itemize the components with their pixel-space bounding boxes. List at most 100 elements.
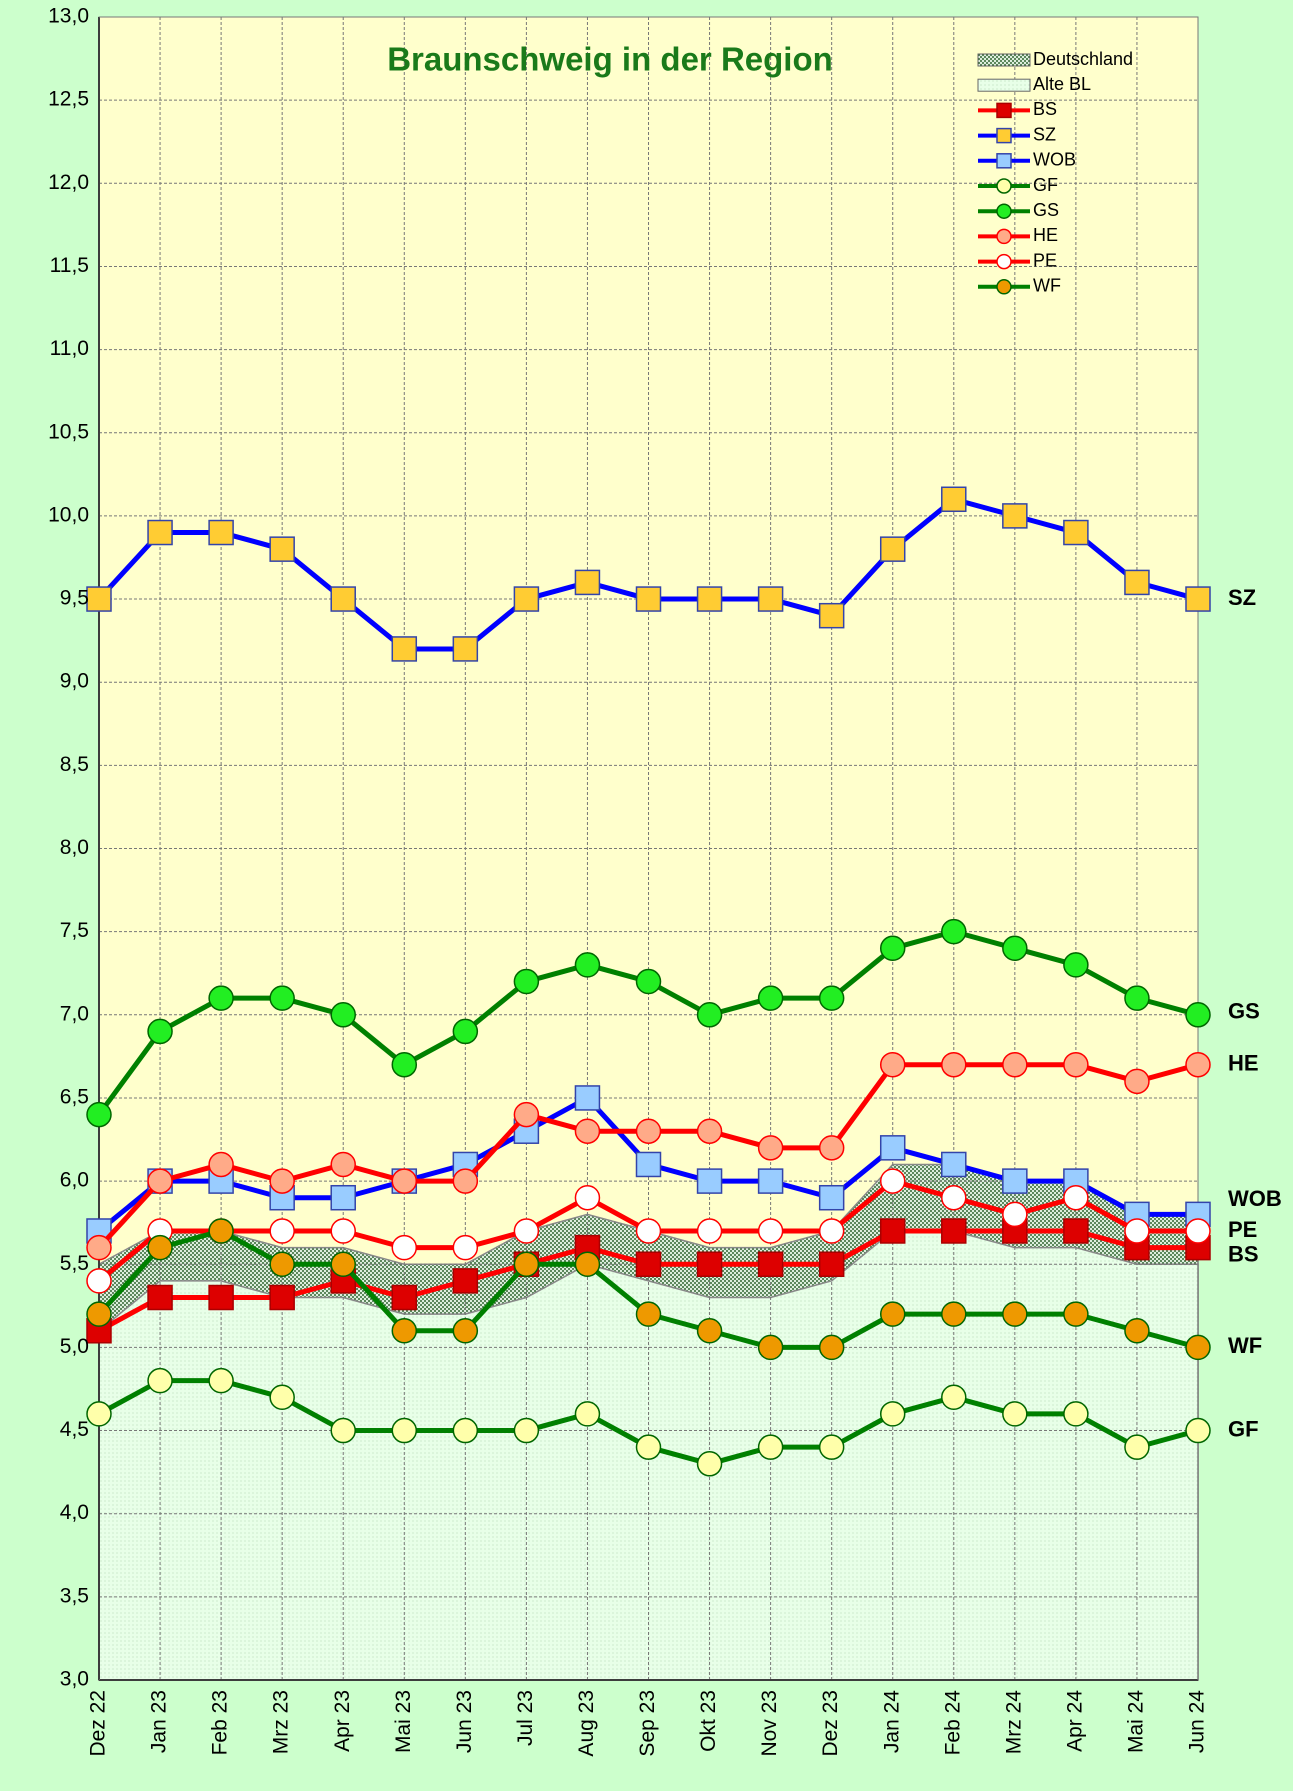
y-tick-label: 4,0 [60, 1501, 89, 1524]
y-tick-label: 10,5 [48, 420, 89, 443]
marker [269, 985, 295, 1011]
legend-label: WF [1033, 276, 1061, 296]
marker [513, 968, 540, 995]
y-tick-label: 12,0 [48, 171, 89, 194]
marker [941, 1051, 967, 1078]
marker [513, 1218, 540, 1244]
marker [1002, 1168, 1028, 1194]
marker [391, 1051, 418, 1078]
marker [330, 1417, 356, 1444]
marker [818, 602, 845, 629]
marker [635, 1434, 662, 1460]
marker [1002, 1401, 1028, 1427]
end-label: SZ [1228, 585, 1256, 610]
marker [147, 519, 173, 546]
y-tick-label: 3,0 [60, 1668, 89, 1691]
marker [996, 127, 1012, 144]
x-tick-label: Okt 23 [697, 1690, 720, 1752]
marker [1063, 1184, 1089, 1211]
marker [941, 1151, 967, 1178]
marker [879, 536, 906, 562]
marker [1124, 1068, 1150, 1095]
marker [574, 952, 601, 978]
marker [208, 519, 234, 546]
legend-label: Deutschland [1033, 49, 1133, 69]
legend-label: GS [1033, 200, 1059, 220]
marker [452, 636, 479, 662]
marker [941, 918, 967, 945]
marker [879, 935, 906, 962]
y-tick-label: 8,0 [60, 836, 89, 859]
marker [818, 1434, 845, 1460]
marker [996, 228, 1012, 245]
end-label: GS [1228, 999, 1260, 1024]
marker [391, 1168, 418, 1194]
marker [996, 102, 1012, 119]
y-tick-label: 5,0 [60, 1335, 89, 1358]
y-tick-label: 7,5 [60, 919, 89, 942]
marker [818, 985, 845, 1011]
marker [330, 1151, 356, 1178]
x-tick-label: Jul 23 [514, 1690, 537, 1746]
marker [208, 985, 234, 1011]
marker [269, 1384, 295, 1411]
marker [996, 153, 1012, 169]
legend-label: SZ [1033, 124, 1056, 144]
marker [1002, 1201, 1028, 1228]
y-tick-label: 9,5 [60, 587, 89, 610]
end-label: WOB [1228, 1186, 1282, 1211]
marker [818, 1334, 845, 1361]
marker [452, 1168, 479, 1194]
marker [147, 1018, 173, 1045]
y-tick-label: 10,0 [48, 503, 89, 526]
marker [1124, 1218, 1150, 1244]
marker [574, 1251, 601, 1277]
marker [696, 1118, 723, 1144]
marker [1124, 569, 1150, 596]
marker [452, 1318, 479, 1344]
legend-label: WOB [1033, 150, 1076, 170]
marker [696, 1318, 723, 1344]
marker [208, 1218, 234, 1244]
marker [635, 968, 662, 995]
marker [1002, 503, 1028, 529]
grid [98, 16, 1199, 1681]
marker [879, 1135, 906, 1161]
marker [452, 1417, 479, 1444]
marker [208, 1367, 234, 1394]
marker [269, 1284, 295, 1311]
marker [147, 1168, 173, 1194]
marker [1185, 1002, 1211, 1028]
marker [86, 586, 112, 612]
y-tick-label: 6,0 [60, 1169, 89, 1192]
marker [635, 1151, 662, 1178]
marker [696, 1451, 723, 1477]
marker [1063, 1301, 1089, 1327]
y-tick-label: 11,0 [50, 337, 89, 360]
marker [513, 586, 540, 612]
marker [574, 1085, 601, 1111]
x-tick-label: Feb 24 [941, 1690, 964, 1756]
marker [696, 1218, 723, 1244]
marker [1185, 1417, 1211, 1444]
marker [513, 1251, 540, 1277]
marker [879, 1168, 906, 1194]
marker [1002, 1051, 1028, 1078]
y-tick-label: 3,5 [60, 1584, 89, 1607]
marker [696, 1002, 723, 1028]
marker [818, 1135, 845, 1161]
marker [391, 1417, 418, 1444]
marker [941, 486, 967, 513]
marker [879, 1401, 906, 1427]
legend-label: BS [1033, 99, 1057, 119]
end-label: BS [1228, 1241, 1259, 1266]
marker [1185, 1334, 1211, 1361]
marker [1002, 1301, 1028, 1327]
marker [86, 1101, 112, 1128]
marker [818, 1218, 845, 1244]
marker [757, 1218, 784, 1244]
marker [391, 1318, 418, 1344]
marker [635, 1218, 662, 1244]
